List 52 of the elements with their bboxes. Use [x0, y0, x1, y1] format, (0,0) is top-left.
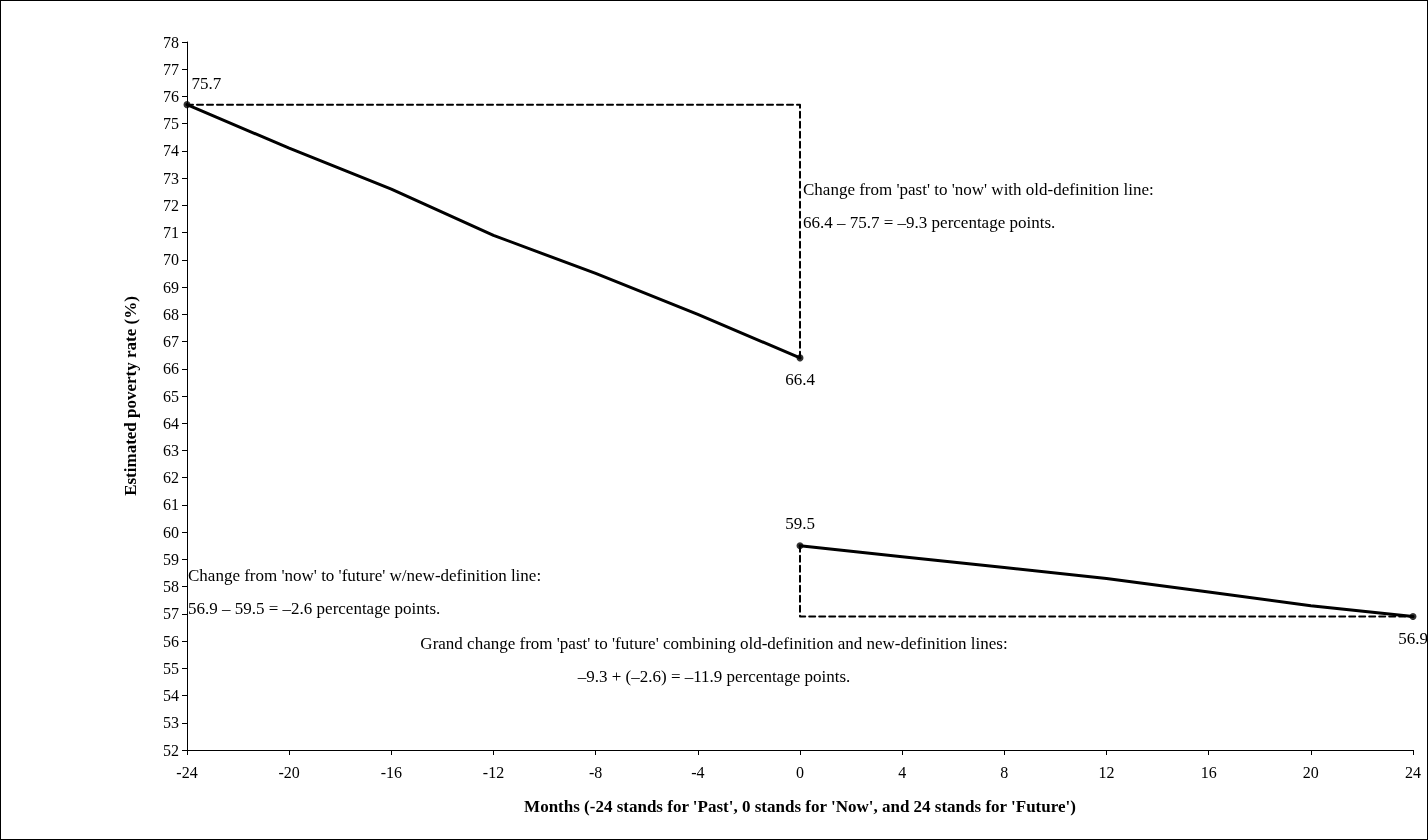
x-tick-label: -12 [482, 763, 505, 781]
y-tick-label: 55 [163, 659, 179, 677]
y-tick-label: 75 [163, 115, 179, 133]
x-tick-label: -8 [589, 763, 603, 781]
y-tick-label: 60 [163, 523, 179, 541]
x-tick-label: 24 [1405, 763, 1421, 781]
x-tick-label: -16 [380, 763, 402, 781]
y-tick-label: 59 [163, 550, 179, 568]
x-tick-label: 20 [1302, 763, 1319, 781]
y-tick-label: 62 [163, 469, 179, 487]
x-tick-label: 8 [1000, 763, 1009, 781]
y-tick-label: 65 [163, 387, 179, 405]
y-tick-label: 64 [163, 414, 179, 432]
y-tick-label: 67 [163, 333, 179, 351]
point [183, 101, 191, 109]
x-tick-label: 4 [898, 763, 907, 781]
point [796, 542, 804, 550]
data-label: 66.4 [785, 370, 816, 390]
y-tick-label: 68 [163, 305, 179, 323]
y-tick-label: 74 [163, 142, 179, 160]
y-tick-label: 78 [163, 33, 179, 51]
y-axis-title: Estimated poverty rate (%) [121, 296, 140, 496]
y-tick-label: 77 [163, 60, 179, 78]
annotation: Change from 'past' to 'now' with old-definition line: 66.4 – 75.7 = –9.3 percentage points. [803, 180, 1154, 232]
y-tick-label: 54 [163, 687, 179, 705]
y-tick-label: 71 [163, 224, 179, 242]
y-tick-label: 58 [163, 578, 179, 596]
x-tick-label: 12 [1098, 763, 1115, 781]
y-tick-label: 63 [163, 441, 179, 459]
y-tick-label: 56 [163, 632, 179, 650]
data-label: 59.5 [785, 514, 815, 534]
annotation: Change from 'now' to 'future' w/new-definition line: 56.9 – 59.5 = –2.6 percentage points. [188, 566, 542, 618]
y-tick-label: 69 [163, 278, 179, 296]
data-label: 56.9 [1398, 629, 1428, 649]
y-tick-label: 57 [163, 605, 179, 623]
data-label: 75.7 [191, 74, 222, 94]
y-tick-label: 66 [163, 360, 179, 378]
y-tick-label: 52 [163, 741, 179, 759]
x-tick-label: -24 [176, 763, 198, 781]
y-tick-label: 70 [163, 251, 179, 269]
x-axis-title: Months (-24 stands for 'Past', 0 stands for 'Now', and 24 stands for 'Future') [524, 797, 1076, 816]
y-tick-label: 76 [163, 87, 179, 105]
annotation: Grand change from 'past' to 'future' combining old-definition and new-definition lines: –9.3 + (–2.6) = –11.9 percentage points. [420, 634, 1008, 686]
point [1409, 613, 1417, 621]
y-tick-label: 73 [163, 169, 179, 187]
x-tick-label: 16 [1200, 763, 1217, 781]
y-tick-label: 72 [163, 196, 179, 214]
y-tick-label: 53 [163, 714, 179, 732]
x-tick-label: 0 [796, 763, 804, 781]
x-tick-label: -20 [278, 763, 300, 781]
y-tick-label: 61 [163, 496, 179, 514]
x-tick-label: -4 [691, 763, 705, 781]
